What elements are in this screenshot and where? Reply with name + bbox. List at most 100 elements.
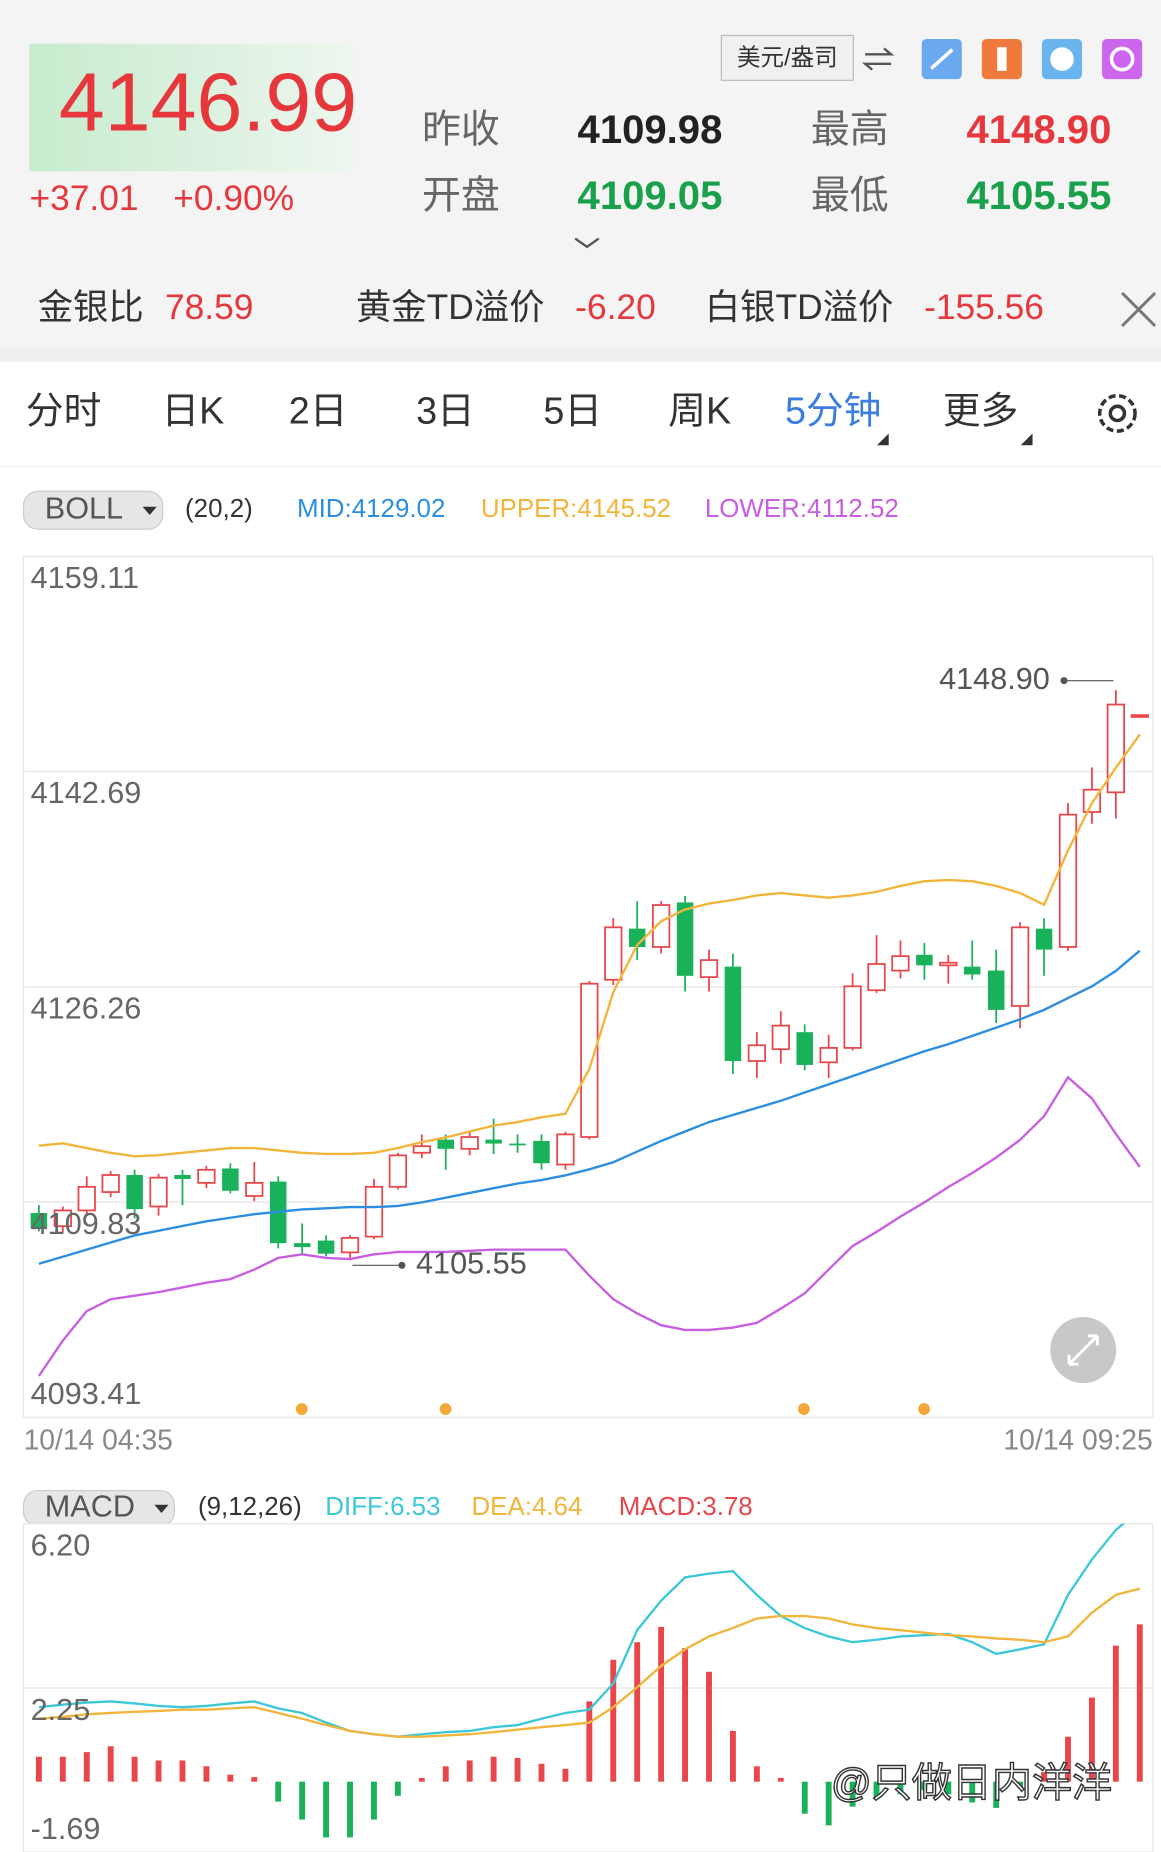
macd-bar <box>466 1760 473 1782</box>
candle-body <box>77 1185 96 1212</box>
macd-bar <box>227 1774 234 1782</box>
candle-body <box>916 954 933 966</box>
macd-bar <box>1112 1645 1119 1782</box>
tab-caret <box>1020 433 1033 446</box>
legend-item: MACD:3.78 <box>619 1493 753 1521</box>
candle-body <box>340 1237 360 1254</box>
macd-bar <box>371 1781 377 1820</box>
unit[interactable]: 美元/盎司 <box>737 44 838 70</box>
candle-body <box>30 1213 48 1229</box>
macd-bar <box>753 1766 760 1782</box>
tab-caret <box>876 433 889 446</box>
macd-bar <box>610 1659 617 1782</box>
indicator-select[interactable] <box>22 490 164 530</box>
candle-body <box>964 966 981 975</box>
y-tick-label: 4109.83 <box>31 1207 142 1241</box>
ratio-label: 黄金TD溢价 <box>356 288 544 327</box>
macd-bar <box>849 1781 856 1807</box>
candle-body <box>819 1047 838 1064</box>
candle-body <box>149 1176 168 1208</box>
indicator-line <box>37 1075 1141 1377</box>
candle-body <box>1010 926 1030 1007</box>
candle-body <box>699 959 719 979</box>
tab-active[interactable]: 5分钟 <box>785 389 881 431</box>
candle-body <box>987 970 1005 1010</box>
indicator[interactable]: BOLL <box>45 491 123 525</box>
change: +37.01 <box>29 179 138 218</box>
macd-bar <box>514 1757 521 1782</box>
indicator[interactable]: MACD <box>45 1489 135 1523</box>
change-pct: +0.90% <box>173 179 294 218</box>
candle-body <box>891 955 910 972</box>
tab[interactable]: 5日 <box>543 389 602 431</box>
y-tick-label: 4093.41 <box>31 1377 142 1411</box>
candle-body <box>460 1136 479 1150</box>
macd-bar <box>801 1781 808 1814</box>
macd-bar <box>945 1781 952 1795</box>
stat-value: 4148.90 <box>967 108 1112 152</box>
candle-body <box>652 904 671 948</box>
candle-body <box>1035 928 1053 950</box>
macd-bar <box>394 1781 401 1796</box>
x-tick-label: 10/14 09:25 <box>1003 1424 1152 1456</box>
macd-bar <box>1088 1697 1095 1782</box>
expand-chevron[interactable] <box>574 237 600 249</box>
macd-bar <box>323 1781 330 1838</box>
close-icon[interactable] <box>1121 291 1157 328</box>
indicator-line <box>38 1587 1141 1738</box>
tab[interactable]: 日K <box>161 389 224 431</box>
watermark: @只做日内洋洋 <box>831 1761 1112 1805</box>
macd-bar <box>131 1756 138 1782</box>
y-tick-label: -1.69 <box>31 1812 101 1846</box>
macd-bar <box>1136 1624 1143 1782</box>
stat-label: 最低 <box>811 175 889 218</box>
candle-body <box>174 1175 191 1179</box>
macd-bar <box>921 1781 928 1790</box>
swap-icon[interactable] <box>861 47 895 71</box>
tab[interactable]: 2日 <box>289 389 348 431</box>
macd-bar <box>658 1626 665 1782</box>
ratio-value: -6.20 <box>575 288 656 327</box>
stat-value: 4105.55 <box>967 174 1112 218</box>
y-tick-label: 4126.26 <box>31 992 142 1026</box>
settings-icon[interactable] <box>1097 393 1137 433</box>
candle-body <box>509 1143 526 1146</box>
plot-area <box>23 1523 1153 1852</box>
indicator-params: (20,2) <box>185 495 253 523</box>
macd-bar <box>777 1777 784 1782</box>
ratio-label: 金银比 <box>38 288 144 327</box>
candle-body <box>556 1133 575 1166</box>
candle-body <box>939 961 958 967</box>
y-tick-label: 2.25 <box>31 1693 91 1727</box>
indicator-line <box>38 949 1141 1265</box>
candle-body <box>222 1168 239 1191</box>
stat-label: 最高 <box>811 109 889 152</box>
macd-bar <box>490 1756 497 1782</box>
max-dot <box>1060 677 1068 685</box>
macd-bar <box>729 1730 736 1782</box>
tab[interactable]: 3日 <box>416 389 475 431</box>
min-label: 4105.55 <box>416 1246 527 1280</box>
tool-icon[interactable] <box>1102 38 1143 80</box>
signal-dots <box>295 1403 930 1415</box>
legend-item: UPPER:4145.52 <box>481 495 671 523</box>
macd-bar <box>1017 1781 1024 1788</box>
candle-body <box>53 1209 72 1228</box>
candle-body <box>604 926 623 981</box>
unit-box[interactable] <box>720 34 854 81</box>
macd-bar <box>275 1781 282 1802</box>
macd-bar <box>969 1781 976 1803</box>
macd-bar <box>347 1781 353 1838</box>
x-tick-label: 10/14 04:35 <box>24 1424 173 1456</box>
fullscreen-glyph <box>1067 1334 1099 1366</box>
candle-body <box>1058 813 1078 948</box>
tab[interactable]: 分时 <box>26 389 101 431</box>
tab[interactable]: 周K <box>668 389 731 431</box>
stat-label: 昨收 <box>422 109 500 152</box>
candle-body <box>867 963 886 992</box>
tab[interactable]: 更多 <box>943 389 1018 431</box>
separator <box>0 344 1161 362</box>
ratio-value: -155.56 <box>924 288 1044 327</box>
